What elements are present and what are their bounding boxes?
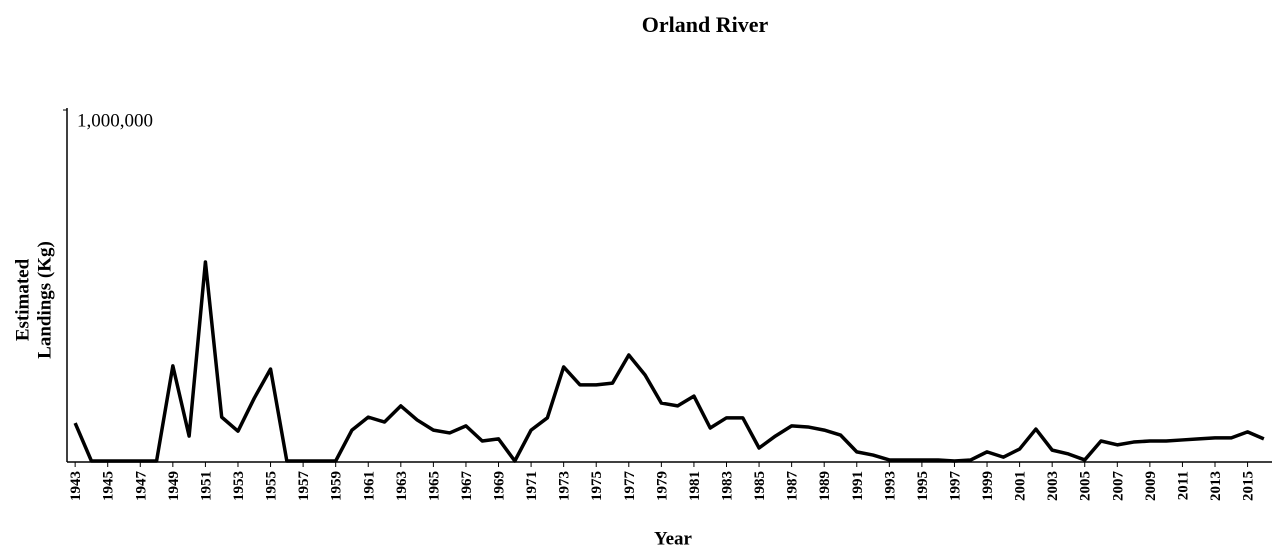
x-tick-label: 1961 — [361, 471, 377, 501]
x-tick-label: 1991 — [850, 471, 866, 501]
x-tick-label: 1983 — [719, 471, 735, 501]
x-tick-label: 1967 — [459, 471, 475, 502]
x-tick-label: 1989 — [817, 471, 833, 501]
x-tick-label: 1943 — [68, 471, 84, 501]
x-tick-label: 1949 — [166, 471, 182, 501]
x-tick-label: 1997 — [947, 471, 963, 502]
y-axis-title-line: Estimated — [12, 258, 33, 341]
x-tick-label: 2005 — [1078, 471, 1094, 501]
x-tick-label: 1973 — [557, 471, 573, 501]
x-tick-label: 2015 — [1241, 471, 1257, 501]
x-tick-label: 1955 — [264, 471, 280, 501]
x-tick-label: 2013 — [1208, 471, 1224, 501]
x-tick-label: 1987 — [785, 471, 801, 502]
y-axis-title-line: Landings (Kg) — [34, 241, 55, 359]
x-tick-label: 1963 — [394, 471, 410, 501]
x-tick-label: 1959 — [329, 471, 345, 501]
x-tick-label: 1957 — [296, 471, 312, 502]
x-tick-label: 1993 — [882, 471, 898, 501]
y-tick-label: 1,000,000 — [77, 110, 153, 131]
chart-title: Orland River — [642, 12, 769, 37]
data-line — [73, 260, 1265, 463]
x-tick-label: 1945 — [101, 471, 117, 501]
x-tick-label: 1977 — [622, 471, 638, 502]
x-tick-label: 2001 — [1013, 471, 1029, 501]
x-tick-label: 1995 — [915, 471, 931, 501]
x-tick-label: 2003 — [1045, 471, 1061, 501]
x-tick-label: 1969 — [492, 471, 508, 501]
x-tick-label: 1985 — [752, 471, 768, 501]
x-tick-label: 1953 — [231, 471, 247, 501]
x-tick-label: 2007 — [1110, 471, 1126, 502]
x-tick-label: 1975 — [589, 471, 605, 501]
x-tick-label: 1999 — [980, 471, 996, 501]
x-tick-label: 1979 — [654, 471, 670, 501]
x-tick-label: 1951 — [198, 471, 214, 501]
x-tick-label: 1947 — [133, 471, 149, 502]
x-tick-label: 2011 — [1175, 471, 1191, 500]
x-tick-label: 2009 — [1143, 471, 1159, 501]
x-tick-label: 1965 — [426, 471, 442, 501]
x-tick-label: 1981 — [687, 471, 703, 501]
x-tick-label: 1971 — [524, 471, 540, 501]
x-axis-title: Year — [654, 528, 693, 549]
